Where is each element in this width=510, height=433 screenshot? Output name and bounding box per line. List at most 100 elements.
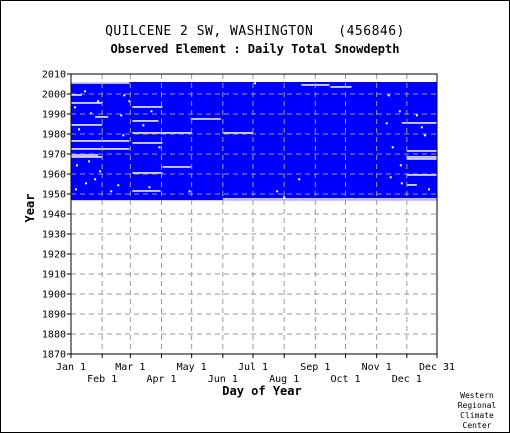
data-row bbox=[71, 166, 437, 169]
missing-data-segment bbox=[162, 166, 191, 168]
data-row bbox=[71, 144, 437, 147]
missing-data-speck bbox=[123, 94, 126, 97]
data-row bbox=[71, 160, 437, 163]
y-tick-label: 1880 bbox=[42, 330, 66, 341]
data-row bbox=[71, 186, 437, 189]
missing-data-speck bbox=[122, 134, 125, 137]
y-axis: 1870 1880 1890 1900 1910 1920 1930 1940 1950 1960… bbox=[42, 70, 71, 361]
y-tick-label: 1890 bbox=[42, 310, 66, 321]
missing-data-speck bbox=[94, 178, 97, 181]
missing-data-speck bbox=[385, 122, 388, 125]
y-tick-label: 1920 bbox=[42, 250, 66, 261]
chart-title: QUILCENE 2 SW, WASHINGTON (456846) bbox=[105, 24, 405, 39]
y-tick-label: 1940 bbox=[42, 210, 66, 221]
data-row bbox=[71, 102, 437, 105]
data-row bbox=[71, 174, 437, 177]
missing-data-speck bbox=[128, 100, 131, 103]
data-row bbox=[71, 190, 437, 193]
missing-data-speck bbox=[298, 178, 301, 181]
data-row bbox=[71, 156, 437, 159]
missing-data-speck bbox=[276, 190, 279, 193]
missing-data-segment bbox=[132, 172, 163, 174]
missing-data-speck bbox=[188, 190, 191, 193]
x-tick-label: Oct 1 bbox=[330, 374, 360, 385]
missing-data-speck bbox=[120, 114, 123, 117]
missing-data-segment bbox=[190, 118, 221, 120]
missing-data-speck bbox=[158, 146, 161, 149]
data-row bbox=[71, 172, 437, 175]
data-row bbox=[71, 114, 437, 117]
missing-data-segment bbox=[132, 120, 159, 122]
data-row bbox=[71, 122, 437, 125]
missing-data-speck bbox=[427, 188, 430, 191]
data-row bbox=[71, 140, 437, 143]
y-tick-label: 1930 bbox=[42, 230, 66, 241]
credit-line: Western bbox=[460, 391, 494, 400]
data-row bbox=[71, 136, 437, 139]
y-tick-label: 1910 bbox=[42, 270, 66, 281]
missing-data-segment bbox=[406, 158, 437, 160]
data-row bbox=[71, 194, 437, 197]
data-row bbox=[71, 124, 437, 127]
data-row bbox=[71, 112, 437, 115]
grid-layer bbox=[71, 73, 437, 354]
missing-data-segment bbox=[71, 148, 130, 150]
data-row bbox=[71, 92, 437, 95]
x-tick-label: Mar 1 bbox=[115, 362, 145, 373]
data-row bbox=[71, 196, 437, 199]
data-row bbox=[71, 116, 437, 119]
missing-data-segment bbox=[132, 132, 192, 134]
data-row bbox=[71, 88, 437, 91]
missing-data-segment bbox=[222, 132, 253, 134]
data-row bbox=[71, 104, 437, 107]
x-axis-label: Day of Year bbox=[222, 384, 301, 398]
data-row bbox=[71, 128, 437, 131]
data-row bbox=[71, 192, 437, 195]
data-row bbox=[71, 108, 437, 111]
data-row bbox=[71, 150, 437, 153]
credit-line: Center bbox=[462, 421, 492, 430]
data-row bbox=[71, 142, 437, 145]
missing-data-segment bbox=[406, 156, 437, 158]
data-row bbox=[71, 132, 437, 135]
missing-data-speck bbox=[423, 134, 426, 137]
missing-data-speck bbox=[420, 126, 423, 129]
missing-data-speck bbox=[398, 110, 401, 113]
data-row bbox=[71, 94, 437, 97]
x-tick-label: Dec 1 bbox=[392, 374, 422, 385]
missing-data-speck bbox=[150, 110, 153, 113]
data-row bbox=[71, 184, 437, 187]
missing-data-segment bbox=[71, 94, 83, 96]
missing-data-speck bbox=[110, 190, 113, 193]
missing-data-segment bbox=[132, 106, 163, 108]
data-row bbox=[71, 168, 437, 171]
x-tick-label: Dec 31 bbox=[419, 362, 455, 373]
missing-data-segment bbox=[71, 156, 103, 158]
x-tick-label: Jul 1 bbox=[238, 362, 268, 373]
missing-data-speck bbox=[391, 146, 394, 149]
data-row bbox=[71, 90, 437, 93]
missing-data-segment bbox=[95, 116, 109, 118]
data-row bbox=[71, 100, 437, 103]
missing-data-segment bbox=[132, 190, 161, 192]
chart-subtitle: Observed Element : Daily Total Snowdepth bbox=[110, 42, 400, 56]
data-row bbox=[71, 180, 437, 183]
missing-data-speck bbox=[415, 114, 418, 117]
missing-data-segment bbox=[71, 154, 99, 156]
y-tick-label: 1900 bbox=[42, 290, 66, 301]
data-row bbox=[71, 176, 437, 179]
missing-data-speck bbox=[75, 188, 78, 191]
missing-data-segment bbox=[71, 82, 130, 84]
data-row bbox=[71, 188, 437, 191]
missing-data-speck bbox=[88, 160, 91, 163]
y-tick-label: 1970 bbox=[42, 150, 66, 161]
data-layer bbox=[71, 82, 437, 201]
data-row bbox=[71, 84, 437, 87]
data-row bbox=[71, 164, 437, 167]
data-row bbox=[71, 178, 437, 181]
x-tick-label: Jun 1 bbox=[208, 374, 238, 385]
data-row bbox=[71, 96, 437, 99]
y-tick-label: 1950 bbox=[42, 190, 66, 201]
data-row bbox=[71, 148, 437, 151]
